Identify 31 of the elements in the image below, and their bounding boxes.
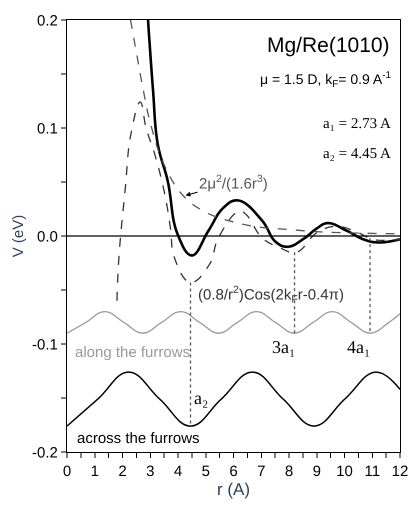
series-label: 2μ$^{2}$/(1.6r$^{3}$) xyxy=(199,173,268,192)
x-tick-label: 8 xyxy=(284,463,294,480)
x-tick-label: 4 xyxy=(174,463,182,480)
text: Mg/Re(1010) xyxy=(267,34,390,57)
y-tick-label: 0.2 xyxy=(36,12,58,30)
x-tick-label: 7 xyxy=(257,463,266,480)
series-label: along the furrows xyxy=(75,344,190,361)
series-label: across the furrows xyxy=(77,430,200,447)
x-tick-label: 12 xyxy=(392,463,408,480)
annotation: a₂ xyxy=(194,388,208,408)
x-tick-label: 11 xyxy=(364,463,380,480)
y-tick-label: -0.1 xyxy=(32,336,58,354)
x-tick-label: 1 xyxy=(90,463,99,480)
y-tick-label: 0.0 xyxy=(36,228,58,246)
annotation: a₂ = 4.45 A xyxy=(323,146,392,162)
annotation: a₁ = 2.73 A xyxy=(323,116,392,132)
x-tick-label: 10 xyxy=(336,463,353,480)
x-axis-title: r (A) xyxy=(216,480,250,500)
x-tick-label: 0 xyxy=(62,463,72,480)
x-tick-label: 3 xyxy=(146,463,154,480)
y-tick-label: -0.2 xyxy=(32,444,58,462)
x-tick-label: 5 xyxy=(202,463,210,480)
x-tick-label: 6 xyxy=(229,463,238,480)
annotation: 4a₁ xyxy=(347,337,370,357)
x-tick-label: 2 xyxy=(118,463,127,480)
annotation: 3a₁ xyxy=(272,337,296,357)
annotation: μ = 1.5 D, k$_{F}$= 0.9 A$^{-1}$ xyxy=(260,70,391,90)
y-tick-label: 0.1 xyxy=(36,120,58,138)
x-tick-label: 9 xyxy=(312,463,321,480)
y-axis-title: V (eV) xyxy=(10,214,28,258)
series-label: (0.8/r$^{2}$)Cos(2k$_{F}$r-0.4π) xyxy=(198,284,344,306)
